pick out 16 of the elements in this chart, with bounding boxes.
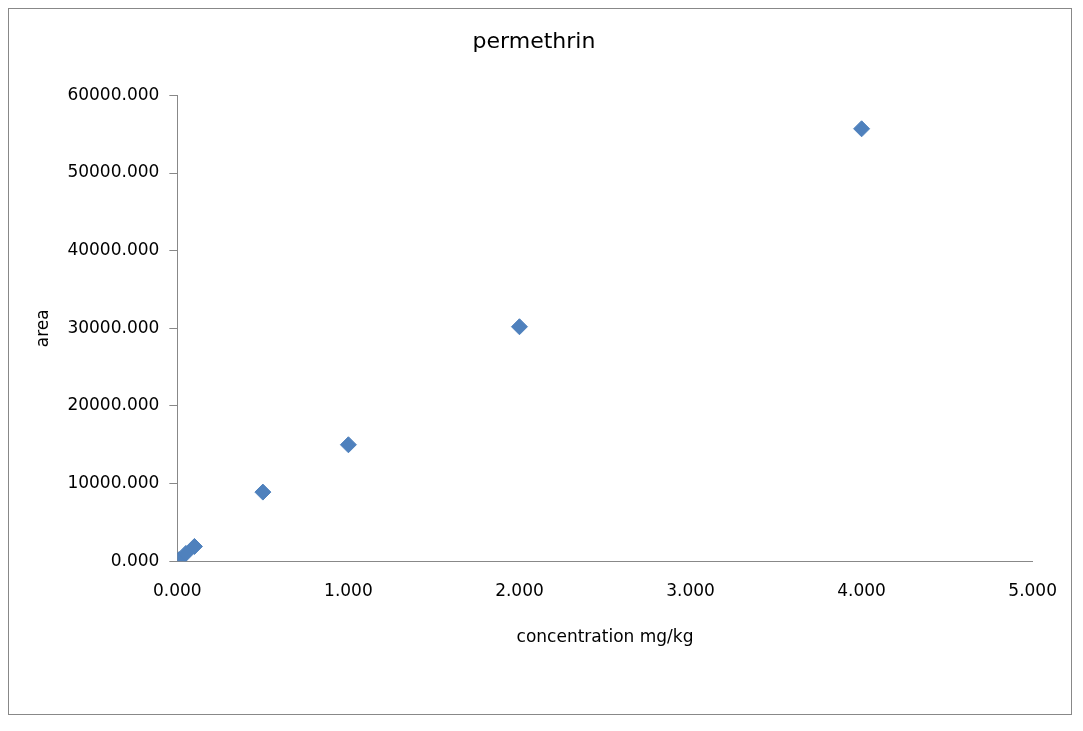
y-tick-label: 50000.000	[67, 161, 160, 182]
y-tick-label: 60000.000	[67, 83, 160, 104]
x-tick-label: 3.000	[666, 579, 715, 600]
x-tick-label: 2.000	[495, 579, 544, 600]
chart-title: permethrin	[472, 27, 596, 53]
x-axis-title: concentration mg/kg	[516, 626, 694, 647]
x-tick-label: 0.000	[153, 579, 202, 600]
x-tick-label: 5.000	[1008, 579, 1057, 600]
y-tick-label: 20000.000	[67, 394, 160, 415]
y-axis-title: area	[31, 309, 52, 348]
x-tick-label: 4.000	[837, 579, 886, 600]
y-tick-label: 30000.000	[67, 316, 160, 337]
y-tick-label: 10000.000	[67, 471, 160, 492]
x-tick-label: 1.000	[324, 579, 373, 600]
y-tick-label: 0.000	[110, 549, 160, 570]
y-tick-label: 40000.000	[67, 239, 160, 260]
